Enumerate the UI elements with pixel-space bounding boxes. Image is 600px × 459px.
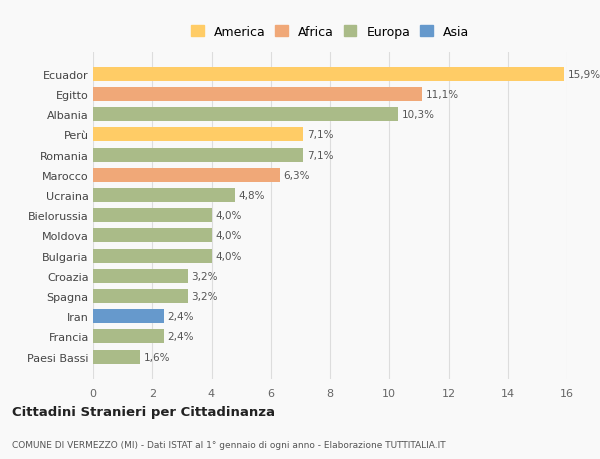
Bar — [93, 269, 188, 283]
Bar — [93, 249, 212, 263]
Bar — [93, 67, 564, 82]
Text: 2,4%: 2,4% — [167, 332, 194, 341]
Text: 10,3%: 10,3% — [401, 110, 434, 120]
Legend: America, Africa, Europa, Asia: America, Africa, Europa, Asia — [188, 23, 472, 41]
Bar — [93, 309, 164, 324]
Bar — [93, 350, 140, 364]
Bar — [93, 168, 280, 183]
Text: 15,9%: 15,9% — [568, 70, 600, 80]
Text: 7,1%: 7,1% — [307, 150, 334, 160]
Bar — [93, 209, 212, 223]
Bar — [93, 330, 164, 344]
Bar — [93, 229, 212, 243]
Text: COMUNE DI VERMEZZO (MI) - Dati ISTAT al 1° gennaio di ogni anno - Elaborazione T: COMUNE DI VERMEZZO (MI) - Dati ISTAT al … — [12, 441, 446, 449]
Text: 4,0%: 4,0% — [215, 251, 241, 261]
Bar — [93, 88, 422, 102]
Bar — [93, 289, 188, 303]
Text: 3,2%: 3,2% — [191, 291, 218, 302]
Text: Cittadini Stranieri per Cittadinanza: Cittadini Stranieri per Cittadinanza — [12, 405, 275, 419]
Text: 6,3%: 6,3% — [283, 170, 310, 180]
Text: 11,1%: 11,1% — [425, 90, 458, 100]
Bar — [93, 108, 398, 122]
Text: 4,0%: 4,0% — [215, 231, 241, 241]
Bar — [93, 189, 235, 202]
Text: 4,0%: 4,0% — [215, 211, 241, 221]
Text: 2,4%: 2,4% — [167, 312, 194, 321]
Bar — [93, 148, 304, 162]
Text: 3,2%: 3,2% — [191, 271, 218, 281]
Text: 1,6%: 1,6% — [144, 352, 170, 362]
Bar — [93, 128, 304, 142]
Text: 4,8%: 4,8% — [239, 190, 265, 201]
Text: 7,1%: 7,1% — [307, 130, 334, 140]
